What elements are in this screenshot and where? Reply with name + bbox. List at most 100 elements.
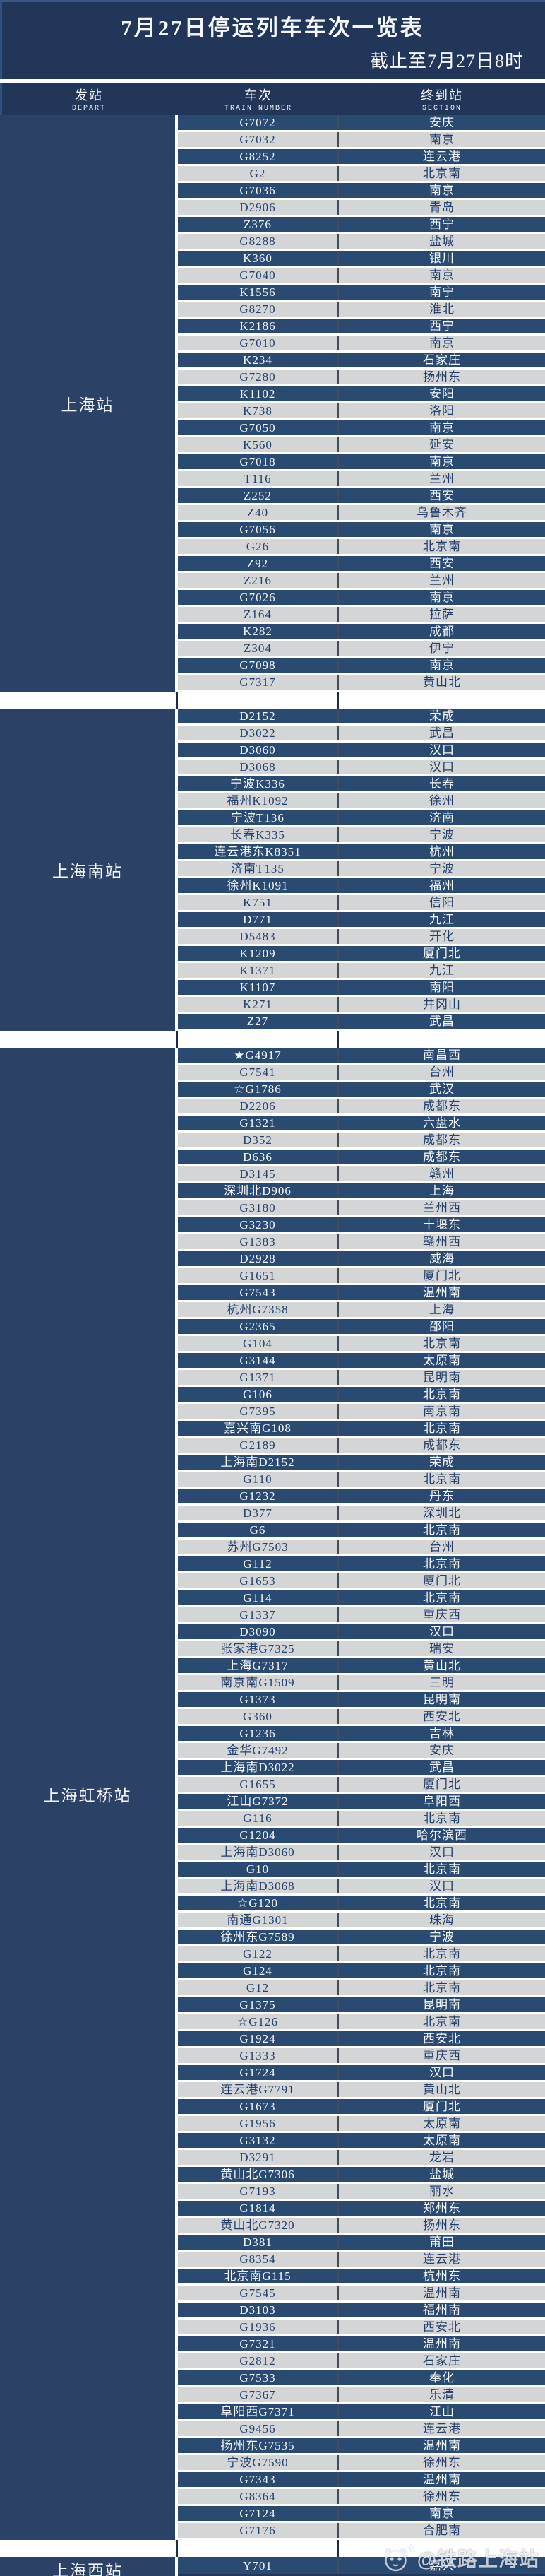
destination-cell: 太原南	[423, 2134, 461, 2147]
destination-cell: 北京南	[423, 1862, 461, 1876]
table-row: Z164 拉萨	[178, 607, 545, 624]
table-row: 济南T135 宁波	[178, 861, 545, 878]
destination-cell: 武昌	[429, 1015, 455, 1028]
depart-header-en: DEPART	[71, 105, 106, 112]
table-row: 徐州K1091 福州	[178, 878, 545, 895]
train-number-cell: T116	[178, 471, 339, 486]
destination-cell: 宁波	[429, 862, 455, 875]
destination-cell: 福州南	[423, 2303, 461, 2317]
as-of-timestamp: 截止至7月27日8时	[369, 51, 524, 71]
table-row: G7056 南京	[178, 522, 545, 539]
table-row: G1651 厦门北	[178, 1268, 545, 1285]
train-number-cell: 上海G7317	[178, 1658, 339, 1673]
destination-cell: 北京南	[423, 540, 461, 553]
train-number-cell: G7321	[178, 2336, 339, 2351]
page-title: 7月27日停运列车车次一览表	[121, 16, 424, 40]
table-row: G7124 南京	[178, 2506, 545, 2523]
destination-cell: 九江	[429, 964, 455, 977]
train-number-cell: G1232	[178, 1489, 339, 1503]
train-number-cell: G7317	[178, 675, 339, 690]
train-number-cell: G1956	[178, 2116, 339, 2131]
destination-cell: 台州	[429, 1540, 455, 1554]
destination-cell: 厦门北	[423, 2100, 461, 2113]
train-number-cell: G114	[178, 1590, 339, 1605]
destination-cell: 淮北	[429, 302, 455, 316]
train-number-cell: K1102	[178, 386, 339, 401]
table-row: 宁波G7590 徐州东	[178, 2455, 545, 2472]
table-row: K282 成都	[178, 624, 545, 641]
train-number-cell: G7098	[178, 658, 339, 673]
destination-cell: 井冈山	[423, 998, 461, 1011]
table-row: 嘉兴南G108 北京南	[178, 1421, 545, 1438]
destination-cell: 奉化	[429, 2371, 455, 2385]
table-row: Z252 西安	[178, 488, 545, 505]
table-row: 福州K1092 徐州	[178, 793, 545, 810]
train-number-cell: G1651	[178, 1268, 339, 1283]
destination-cell: 南京南	[423, 1405, 461, 1418]
destination-cell: 汉口	[429, 2066, 455, 2079]
table-row: G116 北京南	[178, 1811, 545, 1828]
destination-cell: 银川	[429, 252, 455, 265]
train-number-cell: K282	[178, 624, 339, 639]
train-number-cell: 宁波G7590	[178, 2455, 339, 2470]
train-number-cell: G7010	[178, 336, 339, 350]
train-number-cell: K271	[178, 997, 339, 1012]
train-number-cell: K1556	[178, 285, 339, 300]
train-number-cell: G2365	[178, 1319, 339, 1334]
destination-cell: 三明	[429, 1676, 455, 1689]
train-number-cell: Z376	[178, 217, 339, 232]
table-row: Z216 兰州	[178, 573, 545, 590]
train-number-cell: G110	[178, 1472, 339, 1487]
destination-cell: 黄山北	[423, 2083, 461, 2096]
destination-cell: 延安	[429, 438, 455, 451]
table-row: G1655 厦门北	[178, 1777, 545, 1794]
table-row: D771 九江	[178, 912, 545, 929]
train-number-cell: 宁波K336	[178, 776, 339, 791]
train-number-cell: Z164	[178, 607, 339, 622]
table-row: 连云港东K8351 杭州	[178, 844, 545, 861]
train-number-cell: 江山G7372	[178, 1794, 339, 1809]
table-row: G2365 邵阳	[178, 1319, 545, 1336]
table-row: 黄山北G7306 盐城	[178, 2167, 545, 2184]
table-row: G1383 赣州西	[178, 1234, 545, 1251]
destination-cell: 昆明南	[423, 1371, 461, 1384]
table-row: T116 兰州	[178, 471, 545, 488]
train-number-cell: G2812	[178, 2353, 339, 2368]
table-row: 张家港G7325 瑞安	[178, 1641, 545, 1658]
destination-cell: 汉口	[429, 1625, 455, 1638]
table-row: D636 成都东	[178, 1150, 545, 1166]
destination-cell: 北京南	[423, 1964, 461, 1978]
destination-cell: 杭州东	[423, 2269, 461, 2283]
destination-cell: 成都	[429, 625, 455, 638]
destination-cell: 盐城	[429, 2168, 455, 2181]
train-number-cell: 嘉兴南G108	[178, 1421, 339, 1436]
train-number-cell: 杭州G7358	[178, 1302, 339, 1317]
train-number-cell: D377	[178, 1506, 339, 1520]
destination-cell: 汉口	[429, 743, 455, 757]
destination-cell: 台州	[429, 1065, 455, 1079]
destination-cell: 连云港	[423, 150, 461, 163]
table-row: G8270 淮北	[178, 302, 545, 319]
train-number-cell: G1653	[178, 1573, 339, 1588]
destination-cell: 北京南	[423, 1812, 461, 1825]
destination-cell: 太原南	[423, 1354, 461, 1367]
train-number-cell: G7367	[178, 2387, 339, 2402]
table-row: G7072 安庆	[178, 115, 545, 132]
destination-cell: 黄山北	[423, 1659, 461, 1672]
table-row: 深圳北D906 上海	[178, 1183, 545, 1200]
destination-cell: 南京	[429, 523, 455, 536]
destination-cell: 荣成	[429, 1455, 455, 1469]
table-row: G8364 徐州东	[178, 2489, 545, 2506]
table-row: D5483 开化	[178, 929, 545, 946]
table-row: G7317 黄山北	[178, 675, 545, 692]
group-rows: G7072 安庆 G7032 南京 G8252 连云港 G2 北京南 G7036 南京 D2906 青…	[178, 115, 545, 692]
destination-cell: 南阳	[429, 981, 455, 994]
destination-cell: 北京南	[423, 1337, 461, 1350]
table-row: G7193 丽水	[178, 2184, 545, 2201]
table-row: G7343 温州南	[178, 2472, 545, 2489]
destination-cell: 温州南	[423, 2337, 461, 2351]
train-number-cell: G106	[178, 1387, 339, 1402]
table-row: Z376 西宁	[178, 217, 545, 234]
destination-cell: 成都东	[423, 1438, 461, 1452]
destination-cell: 扬州东	[423, 370, 461, 384]
